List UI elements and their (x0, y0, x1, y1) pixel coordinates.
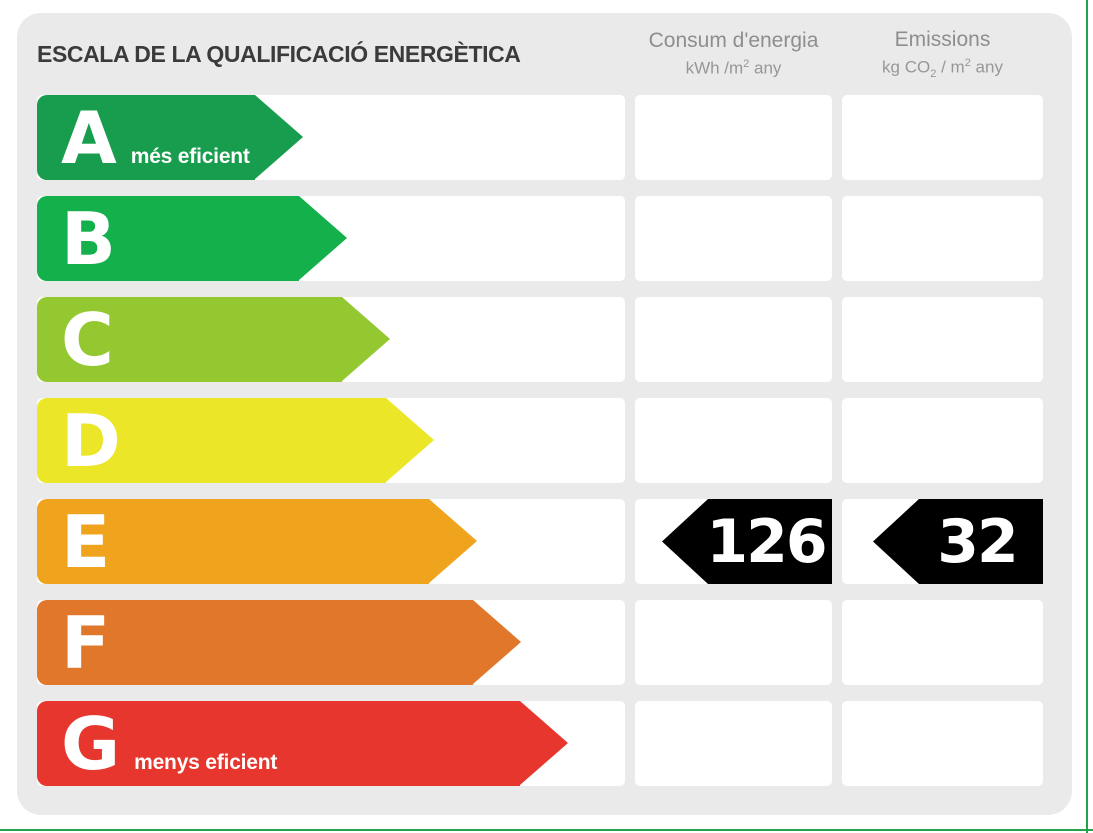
emissions-value-badge: 32 (873, 499, 1043, 584)
grade-bar-a-label: A més eficient (37, 102, 250, 174)
grade-letter-b: B (61, 196, 116, 281)
emissions-cell-a (842, 95, 1043, 180)
grade-bar-b: B (37, 196, 347, 281)
consum-cell-f (635, 600, 832, 685)
consum-cell-c (635, 297, 832, 382)
grade-bar-g-arrow-tip (520, 701, 568, 785)
grade-bar-f: F (37, 600, 521, 685)
scale-rows: A més eficient B (37, 95, 1043, 786)
consum-cell-a (635, 95, 832, 180)
grade-bar-a: A més eficient (37, 95, 303, 180)
grade-note-a: més eficient (130, 144, 250, 168)
certificate-frame-horizontal-border (0, 829, 1093, 831)
consum-column-header: Consum d'energia kWh /m2 any (635, 29, 832, 78)
grade-bar-f-label: F (37, 607, 124, 679)
consum-unit-tail: any (749, 59, 782, 79)
grade-bar-g-label: G menys eficient (37, 708, 277, 780)
grade-bar-c: C (37, 297, 390, 382)
grade-letter-f: F (61, 600, 111, 685)
scale-cell-d: D (37, 398, 625, 483)
emissions-cell-g (842, 701, 1043, 786)
emissions-unit-mid: / m (936, 57, 965, 77)
grade-letter-a: A (61, 95, 117, 180)
grade-letter-d: D (61, 398, 121, 483)
emissions-unit-tail: any (970, 57, 1003, 77)
emissions-unit-pre: kg CO (882, 57, 931, 77)
scale-row-c: C (37, 297, 1043, 382)
consum-cell-b (635, 196, 832, 281)
grade-bar-e: E (37, 499, 477, 584)
grade-bar-d-label: D (37, 405, 135, 477)
emissions-unit-superscript: 2 (964, 56, 971, 69)
grade-bar-b-arrow-tip (299, 196, 347, 280)
scale-row-a: A més eficient (37, 95, 1043, 180)
emissions-header-label: Emissions (894, 27, 991, 51)
consum-unit-superscript: 2 (743, 58, 750, 71)
emissions-unit-subscript: 2 (930, 67, 937, 80)
consum-unit-pre: kWh /m (685, 59, 744, 79)
emissions-cell-c (842, 297, 1043, 382)
consum-header-label: Consum d'energia (648, 29, 819, 53)
grade-bar-f-arrow-tip (473, 600, 521, 684)
grade-note-g: menys eficient (134, 750, 278, 774)
rating-scale-panel: ESCALA DE LA QUALIFICACIÓ ENERGÈTICA Con… (17, 13, 1072, 815)
consum-value-badge: 126 (662, 499, 832, 584)
emissions-value: 32 (937, 506, 1018, 577)
grade-bar-g: G menys eficient (37, 701, 568, 786)
grade-letter-g: G (61, 701, 121, 786)
grade-bar-d-arrow-tip (386, 398, 434, 482)
consum-cell-e: 126 (635, 499, 832, 584)
scale-cell-e: E (37, 499, 625, 584)
page-title: ESCALA DE LA QUALIFICACIÓ ENERGÈTICA (37, 40, 521, 67)
consum-header-unit: kWh /m2 any (635, 58, 832, 78)
grade-bar-d: D (37, 398, 434, 483)
emissions-cell-d (842, 398, 1043, 483)
emissions-column-header: Emissions kg CO2 / m2 any (842, 28, 1043, 81)
certificate-frame-vertical-border (1086, 0, 1088, 833)
grade-bar-b-label: B (37, 203, 130, 275)
grade-bar-e-arrow-tip (429, 499, 477, 583)
grade-letter-e: E (61, 499, 111, 584)
scale-row-f: F (37, 600, 1043, 685)
grade-bar-c-arrow-tip (342, 297, 390, 381)
emissions-cell-f (842, 600, 1043, 685)
scale-row-b: B (37, 196, 1043, 281)
scale-cell-c: C (37, 297, 625, 382)
grade-bar-a-arrow-tip (255, 95, 303, 179)
consum-value: 126 (706, 506, 827, 577)
scale-row-g: G menys eficient (37, 701, 1043, 786)
grade-letter-c: C (61, 297, 114, 382)
consum-cell-d (635, 398, 832, 483)
emissions-cell-e: 32 (842, 499, 1043, 584)
scale-cell-f: F (37, 600, 625, 685)
emissions-header-unit: kg CO2 / m2 any (842, 57, 1043, 81)
emissions-cell-b (842, 196, 1043, 281)
header-row: ESCALA DE LA QUALIFICACIÓ ENERGÈTICA Con… (37, 13, 1043, 95)
scale-row-d: D (37, 398, 1043, 483)
scale-cell-a: A més eficient (37, 95, 625, 180)
scale-cell-b: B (37, 196, 625, 281)
grade-bar-c-label: C (37, 304, 128, 376)
consum-cell-g (635, 701, 832, 786)
grade-bar-e-label: E (37, 506, 124, 578)
scale-cell-g: G menys eficient (37, 701, 625, 786)
scale-row-e: E 126 32 (37, 499, 1043, 584)
